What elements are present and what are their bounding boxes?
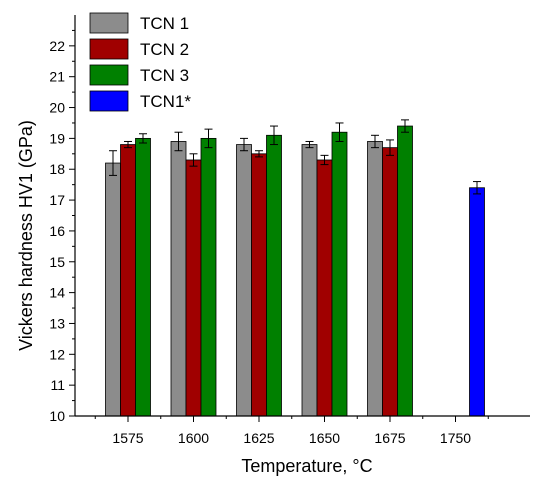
bar bbox=[331, 131, 348, 417]
y-tick-label: 18 bbox=[49, 161, 65, 177]
y-axis-title: Vickers hardness HV1 (GPa) bbox=[16, 120, 36, 351]
bar bbox=[170, 141, 187, 417]
y-tick-label: 12 bbox=[49, 346, 65, 362]
y-tick-label: 21 bbox=[49, 69, 65, 85]
y-tick-label: 20 bbox=[49, 100, 65, 116]
bar bbox=[200, 137, 217, 417]
x-tick-label: 1600 bbox=[178, 430, 209, 446]
legend-label: TCN 1 bbox=[140, 14, 189, 33]
y-tick-label: 11 bbox=[50, 377, 65, 393]
legend-swatch bbox=[89, 12, 129, 34]
legend-swatch bbox=[89, 38, 129, 60]
bar bbox=[382, 147, 398, 417]
bar bbox=[301, 144, 318, 417]
bar bbox=[236, 144, 252, 417]
axes-layer: 10 11 12 13 14 15 16 17 18 19 20 21 22 1575 1600 1625 16… bbox=[49, 15, 530, 446]
x-axis-title: Temperature, °C bbox=[241, 456, 372, 476]
legend-label: TCN 2 bbox=[140, 40, 189, 59]
bar bbox=[185, 159, 202, 417]
legend-label: TCN1* bbox=[140, 92, 191, 111]
bar bbox=[367, 141, 383, 417]
bars-layer bbox=[105, 119, 485, 417]
bar bbox=[120, 144, 136, 417]
bar bbox=[397, 125, 413, 417]
legend-swatch bbox=[89, 64, 129, 86]
y-tick-label: 10 bbox=[49, 408, 65, 424]
legend-swatch bbox=[89, 90, 129, 112]
y-tick-label: 22 bbox=[49, 38, 65, 54]
legend-label: TCN 3 bbox=[140, 66, 189, 85]
legend: TCN 1 TCN 2 TCN 3 TCN1* bbox=[89, 12, 191, 112]
x-tick-label: 1575 bbox=[112, 430, 143, 446]
bar bbox=[251, 153, 267, 417]
y-tick-label: 16 bbox=[49, 223, 65, 239]
x-tick-label: 1650 bbox=[309, 430, 340, 446]
x-tick-label: 1750 bbox=[440, 430, 471, 446]
x-tick-label: 1675 bbox=[374, 430, 405, 446]
bar bbox=[135, 137, 151, 417]
bar bbox=[266, 134, 282, 417]
y-tick-label: 13 bbox=[49, 315, 65, 331]
bar bbox=[316, 159, 333, 417]
bar bbox=[105, 162, 121, 417]
y-tick-label: 19 bbox=[49, 130, 65, 146]
y-tick-label: 15 bbox=[49, 254, 65, 270]
y-tick-label: 17 bbox=[49, 192, 65, 208]
bar bbox=[469, 187, 485, 417]
x-tick-label: 1625 bbox=[243, 430, 274, 446]
y-tick-label: 14 bbox=[49, 285, 65, 301]
